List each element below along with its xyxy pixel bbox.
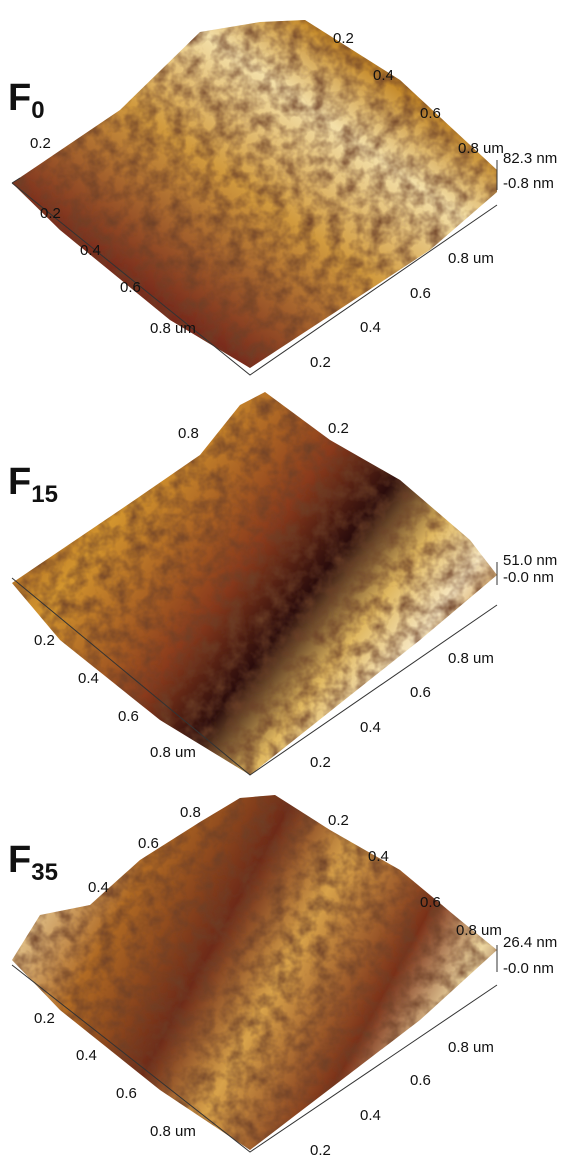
tick-label: 0.2: [34, 632, 55, 649]
tick-label: 0.2: [310, 354, 331, 371]
tick-label: 0.4: [78, 670, 99, 687]
tick-label: 0.4: [368, 848, 389, 865]
tick-label: 0.2: [40, 205, 61, 222]
tick-label: 0.4: [360, 719, 381, 736]
tick-label: 0.2: [30, 135, 51, 152]
z-max: 26.4 nm: [503, 934, 557, 951]
tick-label: 0.8 um: [448, 1039, 494, 1056]
tick-label: 0.2: [328, 812, 349, 829]
tick-label: 0.8 um: [458, 140, 504, 157]
tick-label: 0.2: [328, 420, 349, 437]
surface-texture: [12, 20, 497, 368]
tick-label: 0.4: [76, 1047, 97, 1064]
tick-label: 0.8 um: [448, 250, 494, 267]
tick-label: 0.2: [310, 754, 331, 771]
panel: F15 0.8 0.2 0.2 0.4 0.6 0.8 um 0.8 um 0.…: [8, 392, 557, 775]
tick-label: 0.8 um: [150, 1123, 196, 1140]
z-min: -0.0 nm: [503, 569, 554, 586]
tick-label: 0.2: [310, 1142, 331, 1159]
panel-label: F0: [8, 77, 45, 124]
panel-label: F15: [8, 461, 58, 508]
panel: F0 0.2 0.2 0.4 0.6 0.8 um 0.2 0.4 0.6 0.…: [8, 20, 557, 375]
tick-label: 0.4: [80, 242, 101, 259]
tick-label: 0.4: [373, 67, 394, 84]
z-max: 51.0 nm: [503, 552, 557, 569]
tick-label: 0.6: [138, 835, 159, 852]
tick-label: 0.6: [120, 279, 141, 296]
tick-label: 0.8 um: [150, 320, 196, 337]
tick-label: 0.6: [420, 105, 441, 122]
tick-label: 0.2: [34, 1010, 55, 1027]
tick-label: 0.4: [360, 319, 381, 336]
tick-label: 0.6: [116, 1085, 137, 1102]
tick-label: 0.8 um: [150, 744, 196, 761]
tick-label: 0.6: [410, 285, 431, 302]
tick-label: 0.2: [333, 30, 354, 47]
z-min: -0.0 nm: [503, 960, 554, 977]
tick-label: 0.6: [410, 1072, 431, 1089]
surface-texture: [12, 392, 497, 775]
tick-label: 0.6: [420, 894, 441, 911]
tick-label: 0.4: [88, 879, 109, 896]
tick-label: 0.8 um: [456, 922, 502, 939]
tick-label: 0.8: [178, 425, 199, 442]
panel-label: F35: [8, 839, 58, 886]
tick-label: 0.4: [360, 1107, 381, 1124]
tick-label: 0.6: [118, 708, 139, 725]
z-min: -0.8 nm: [503, 175, 554, 192]
z-max: 82.3 nm: [503, 150, 557, 167]
afm-figure: F0 0.2 0.2 0.4 0.6 0.8 um 0.2 0.4 0.6 0.…: [0, 0, 573, 1164]
tick-label: 0.8: [180, 804, 201, 821]
panel: F35 0.8 0.6 0.4 0.2 0.4 0.6 0.8 um 0.2 0…: [8, 795, 557, 1159]
surface-texture: [12, 795, 497, 1150]
tick-label: 0.6: [410, 684, 431, 701]
tick-label: 0.8 um: [448, 650, 494, 667]
